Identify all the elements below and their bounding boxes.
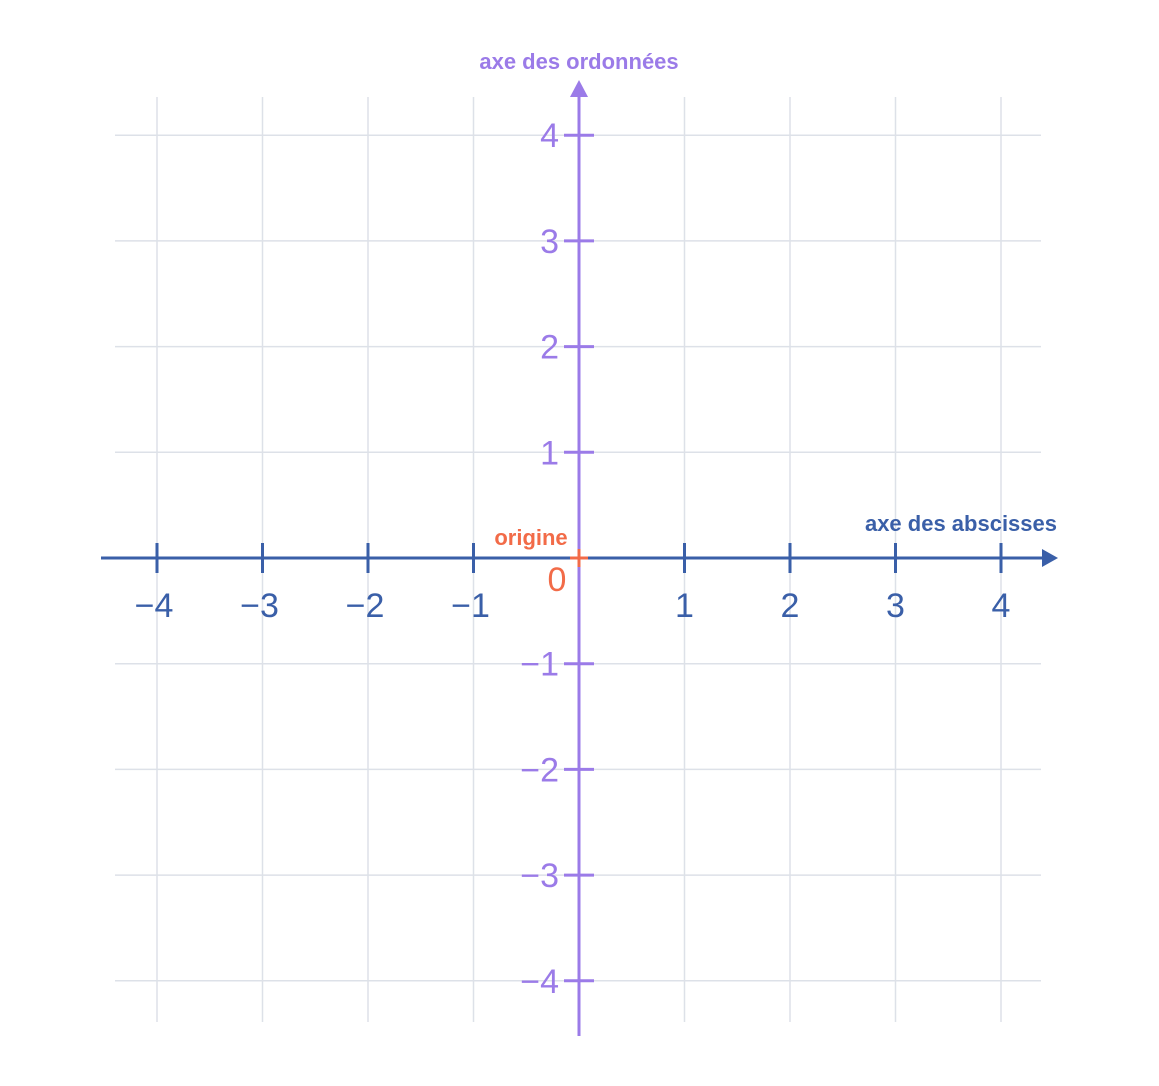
- y-tick-label: −2: [520, 751, 559, 789]
- y-axis-arrowhead: [570, 80, 588, 97]
- origin-label: origine: [494, 525, 567, 550]
- x-axis-title: axe des abscisses: [865, 511, 1057, 536]
- origin-value-label: 0: [548, 561, 567, 599]
- x-tick-label: 3: [886, 587, 905, 625]
- y-tick-label: 2: [540, 329, 559, 367]
- origin: [570, 549, 588, 567]
- x-tick-label: 1: [675, 587, 694, 625]
- y-axis-title: axe des ordonnées: [479, 49, 678, 74]
- x-tick-label: −2: [346, 587, 385, 625]
- y-tick-label: −3: [520, 857, 559, 895]
- y-tick-label: 1: [540, 434, 559, 472]
- x-tick-label: 4: [992, 587, 1011, 625]
- y-tick-label: 4: [540, 117, 559, 155]
- x-tick-label: −1: [451, 587, 490, 625]
- x-tick-label: 2: [781, 587, 800, 625]
- x-axis-arrowhead: [1042, 549, 1058, 567]
- x-tick-label: −4: [135, 587, 174, 625]
- y-tick-label: −4: [520, 963, 559, 1001]
- y-tick-label: 3: [540, 223, 559, 261]
- x-tick-label: −3: [240, 587, 279, 625]
- y-tick-label: −1: [520, 646, 559, 684]
